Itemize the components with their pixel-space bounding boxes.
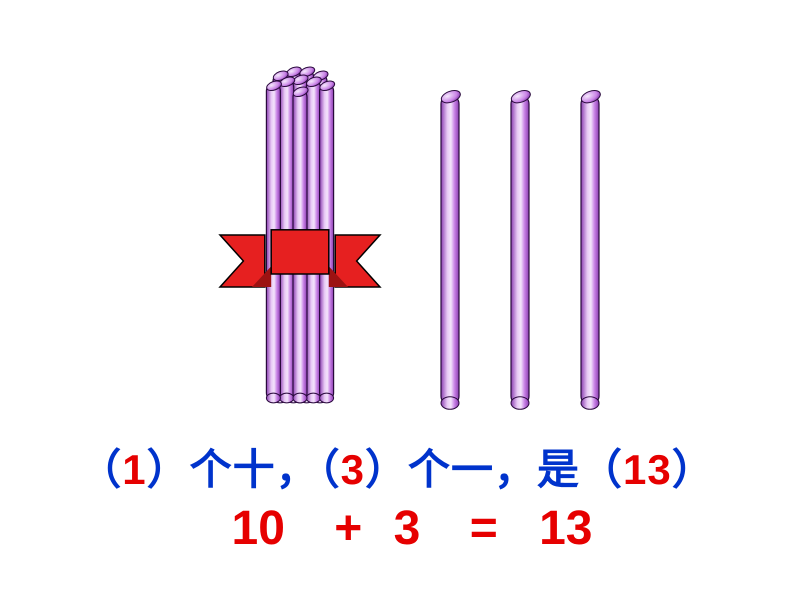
loose-sticks xyxy=(440,88,602,409)
caption-line-1: （1）个十，（3）个一，是（13） xyxy=(0,436,794,497)
caption-line-2: 10 + 3 = 13 xyxy=(0,501,794,556)
eq-a: 10 xyxy=(232,501,285,556)
l1-v3: 13 xyxy=(623,446,672,493)
l1-v2: 3 xyxy=(341,446,365,493)
eq-res: 13 xyxy=(539,501,592,556)
caption: （1）个十，（3）个一，是（13） 10 + 3 = 13 xyxy=(0,436,794,556)
eq-op: + xyxy=(334,501,362,556)
l1-v1: 1 xyxy=(122,446,146,493)
l1-p1: （ xyxy=(79,446,122,493)
l1-p2: ）个十，（ xyxy=(147,446,341,493)
l1-p3: ）个一，是（ xyxy=(365,446,623,493)
stage: （1）个十，（3）个一，是（13） 10 + 3 = 13 xyxy=(0,0,794,596)
l1-p4: ） xyxy=(672,446,715,493)
eq-eq: = xyxy=(470,501,498,556)
eq-b: 3 xyxy=(394,501,421,556)
